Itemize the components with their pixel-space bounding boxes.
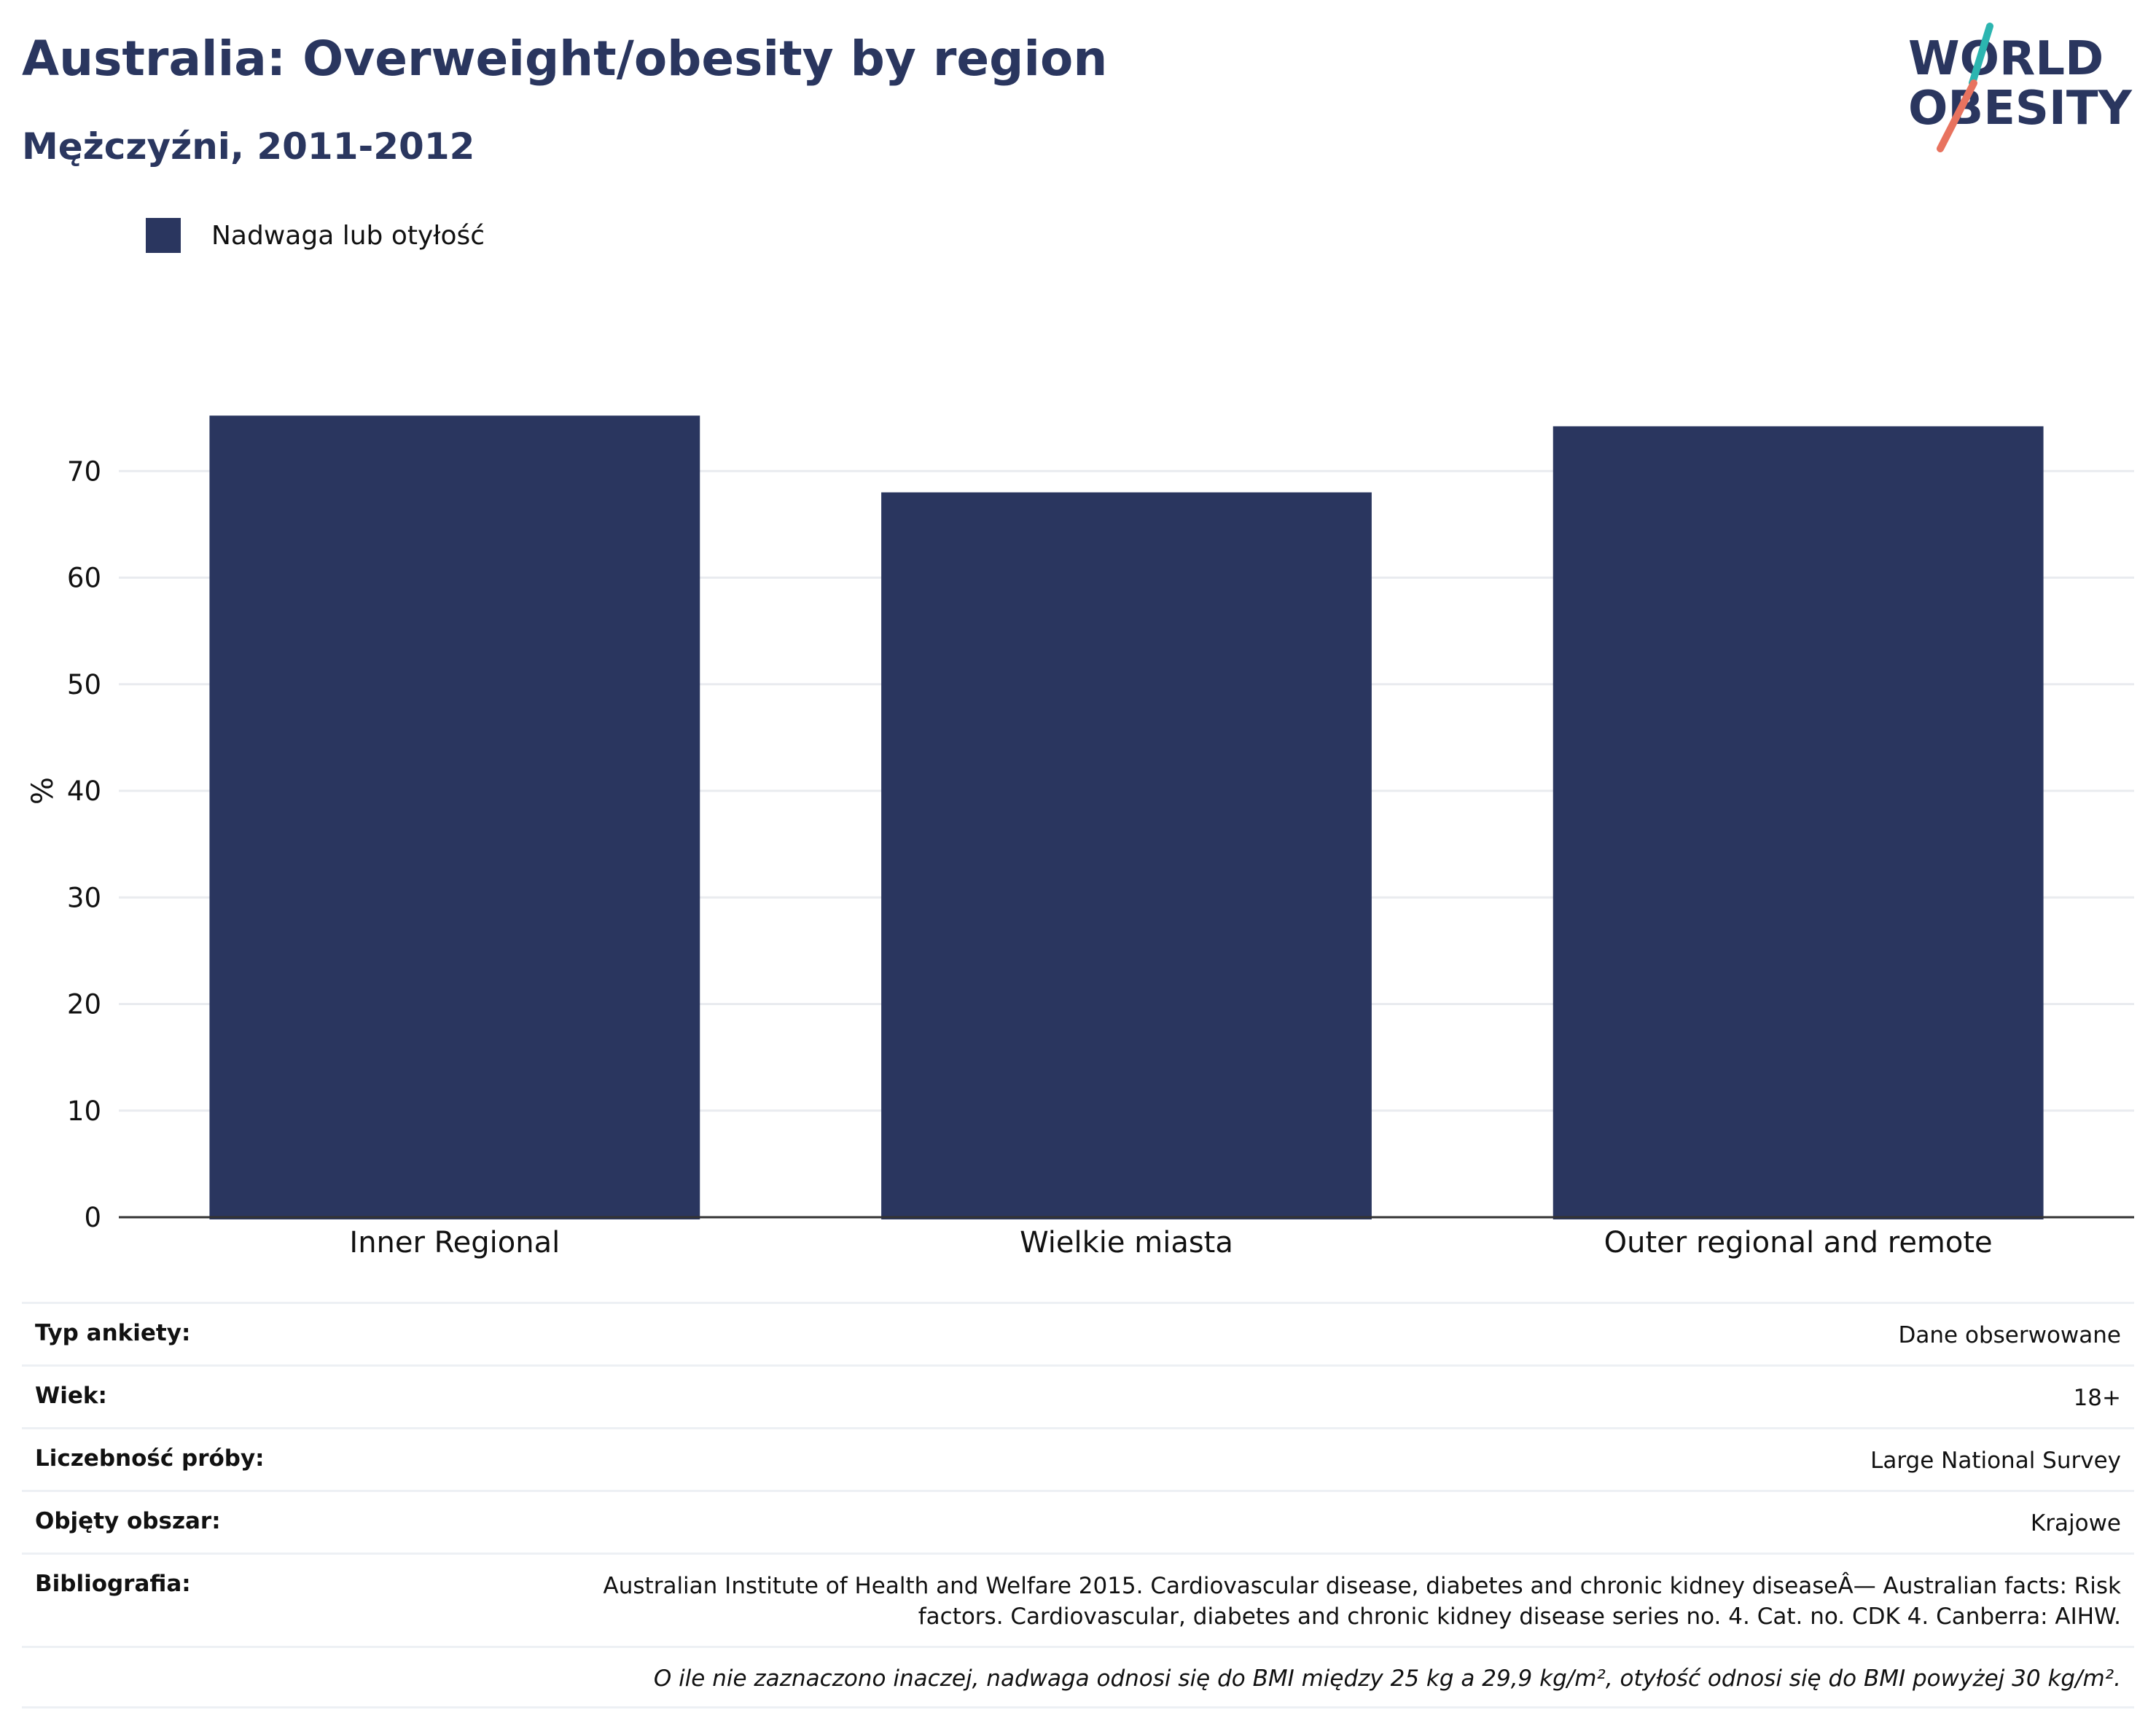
chart-title: Australia: Overweight/obesity by region: [22, 31, 1108, 87]
reference-line-1: Australian Institute of Health and Welfa…: [603, 1573, 2121, 1599]
y-tick-label: 30: [67, 882, 101, 913]
legend-label: Nadwaga lub otyłość: [211, 220, 485, 251]
y-tick-label: 10: [67, 1096, 101, 1127]
y-tick-label: 0: [84, 1202, 101, 1233]
meta-value: Large National Survey: [1870, 1448, 2121, 1474]
meta-label: Objęty obszar:: [35, 1508, 221, 1534]
definition-note: O ile nie zaznaczono inaczej, nadwaga od…: [653, 1665, 2121, 1692]
y-axis-label: %: [26, 777, 60, 805]
meta-label: Typ ankiety:: [35, 1320, 191, 1346]
y-tick-label: 60: [67, 563, 101, 594]
meta-row-sample-size: Liczebność próby: Large National Survey: [22, 1427, 2134, 1490]
meta-row-age: Wiek: 18+: [22, 1364, 2134, 1427]
world-obesity-logo: WORLD OBESITY: [1908, 23, 2132, 152]
definition-note-row: O ile nie zaznaczono inaczej, nadwaga od…: [22, 1646, 2134, 1708]
x-tick-label: Outer regional and remote: [1604, 1226, 1993, 1260]
meta-value: Krajowe: [2030, 1510, 2121, 1536]
y-tick-label: 40: [67, 776, 101, 807]
meta-row-survey-type: Typ ankiety: Dane obserwowane: [22, 1302, 2134, 1364]
reference-value: Australian Institute of Health and Welfa…: [445, 1571, 2121, 1632]
legend[interactable]: Nadwaga lub otyłość: [146, 215, 485, 256]
legend-swatch: [146, 218, 181, 253]
x-tick-label: Wielkie miasta: [1020, 1226, 1233, 1260]
logo-word-obesity: OBESITY: [1908, 82, 2132, 136]
meta-value: Dane obserwowane: [1898, 1322, 2121, 1348]
y-tick-label: 70: [67, 456, 101, 487]
logo-word-world: WORLD: [1908, 32, 2104, 86]
reference-line-2: factors. Cardiovascular, diabetes and ch…: [918, 1604, 2121, 1630]
bar-chart: 0 10 20 30 40 50 60 70% Inner Regional Wielkie mi…: [26, 415, 2134, 1260]
meta-label: Liczebność próby:: [35, 1445, 265, 1472]
y-tick-label: 20: [67, 989, 101, 1020]
bar: [1552, 426, 2044, 1220]
meta-label: Wiek:: [35, 1383, 107, 1409]
y-tick-label: 50: [67, 669, 101, 700]
bar: [209, 415, 700, 1220]
x-tick-label: Inner Regional: [349, 1226, 560, 1260]
bar: [881, 492, 1372, 1219]
meta-row-reference: Bibliografia: Australian Institute of He…: [22, 1553, 2134, 1646]
metadata-table: Typ ankiety: Dane obserwowane Wiek: 18+ …: [22, 1302, 2134, 1708]
chart-subtitle: Mężczyźni, 2011-2012: [22, 125, 475, 168]
meta-row-area-covered: Objęty obszar: Krajowe: [22, 1490, 2134, 1553]
meta-value: 18+: [2073, 1385, 2121, 1411]
reference-label: Bibliografia:: [35, 1571, 191, 1597]
logo-slash-coral: [1937, 79, 1977, 152]
logo-slash-teal: [1969, 23, 1993, 87]
